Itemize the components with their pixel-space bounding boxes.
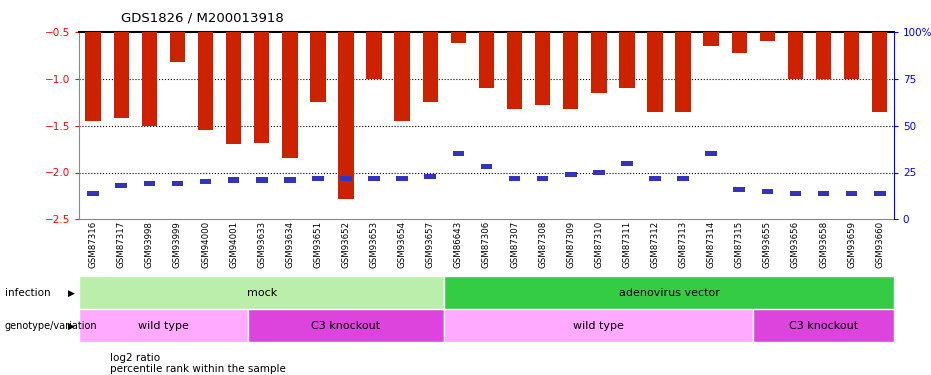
Bar bbox=[338, 32, 354, 199]
Bar bbox=[565, 172, 576, 177]
Bar bbox=[169, 32, 185, 62]
Bar bbox=[732, 32, 747, 54]
Bar bbox=[423, 32, 438, 102]
Bar bbox=[340, 176, 352, 181]
Bar bbox=[312, 176, 324, 181]
Bar bbox=[256, 177, 267, 183]
Bar bbox=[788, 32, 803, 79]
Bar bbox=[535, 32, 550, 105]
Text: adenovirus vector: adenovirus vector bbox=[618, 288, 720, 298]
Text: GDS1826 / M200013918: GDS1826 / M200013918 bbox=[121, 11, 284, 24]
Bar bbox=[86, 32, 101, 121]
Bar bbox=[704, 32, 719, 46]
Bar bbox=[226, 32, 241, 144]
Bar bbox=[114, 32, 129, 118]
Bar bbox=[425, 174, 436, 179]
Text: ▶: ▶ bbox=[68, 322, 74, 331]
Bar bbox=[79, 276, 444, 309]
Bar bbox=[753, 309, 894, 342]
Bar bbox=[874, 190, 885, 196]
Bar bbox=[142, 32, 157, 126]
Bar bbox=[817, 190, 830, 196]
Text: log2 ratio: log2 ratio bbox=[110, 353, 160, 363]
Bar bbox=[621, 160, 633, 166]
Bar bbox=[593, 170, 604, 175]
Text: percentile rank within the sample: percentile rank within the sample bbox=[110, 364, 286, 374]
Bar bbox=[760, 32, 776, 41]
Bar bbox=[369, 176, 380, 181]
Bar bbox=[591, 32, 606, 93]
Bar bbox=[88, 190, 99, 196]
Bar bbox=[444, 276, 894, 309]
Bar bbox=[367, 32, 382, 79]
Text: C3 knockout: C3 knockout bbox=[312, 321, 381, 331]
Bar bbox=[79, 309, 248, 342]
Bar bbox=[254, 32, 269, 142]
Text: wild type: wild type bbox=[573, 321, 625, 331]
Text: C3 knockout: C3 knockout bbox=[789, 321, 858, 331]
Bar bbox=[537, 176, 548, 181]
Bar bbox=[395, 32, 410, 121]
Bar bbox=[248, 309, 444, 342]
Bar bbox=[115, 183, 127, 188]
Bar bbox=[677, 176, 689, 181]
Bar bbox=[451, 32, 466, 43]
Bar bbox=[143, 181, 155, 186]
Text: ▶: ▶ bbox=[68, 289, 74, 298]
Bar bbox=[282, 32, 298, 158]
Bar bbox=[508, 176, 520, 181]
Bar bbox=[816, 32, 831, 79]
Bar bbox=[843, 32, 859, 79]
Bar bbox=[228, 177, 239, 183]
Bar bbox=[480, 164, 492, 170]
Text: mock: mock bbox=[247, 288, 277, 298]
Bar bbox=[444, 309, 753, 342]
Bar bbox=[734, 187, 745, 192]
Bar bbox=[479, 32, 494, 88]
Bar bbox=[762, 189, 773, 194]
Bar bbox=[706, 151, 717, 156]
Bar bbox=[171, 181, 183, 186]
Bar bbox=[789, 190, 802, 196]
Bar bbox=[452, 151, 465, 156]
Text: genotype/variation: genotype/variation bbox=[5, 321, 97, 331]
Text: infection: infection bbox=[5, 288, 50, 298]
Bar bbox=[563, 32, 578, 109]
Bar bbox=[675, 32, 691, 112]
Bar bbox=[846, 190, 857, 196]
Bar bbox=[647, 32, 663, 112]
Bar bbox=[397, 176, 408, 181]
Bar bbox=[872, 32, 887, 112]
Bar bbox=[310, 32, 326, 102]
Bar bbox=[506, 32, 522, 109]
Bar bbox=[619, 32, 635, 88]
Text: wild type: wild type bbox=[138, 321, 189, 331]
Bar bbox=[649, 176, 661, 181]
Bar bbox=[197, 32, 213, 130]
Bar bbox=[284, 177, 296, 183]
Bar bbox=[200, 179, 211, 184]
